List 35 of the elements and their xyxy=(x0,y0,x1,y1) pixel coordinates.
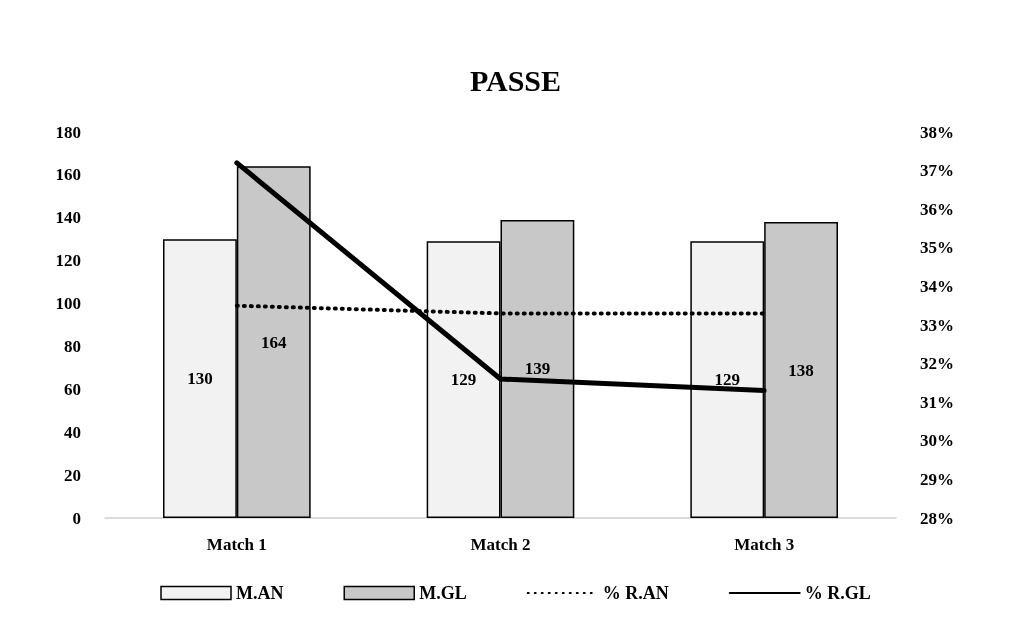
data-label: 129 xyxy=(714,370,740,390)
y-tick-label: 60 xyxy=(64,379,81,399)
y-tick-label: 20 xyxy=(64,465,81,485)
x-tick-label: Match 1 xyxy=(206,535,267,554)
legend-label: % R.GL xyxy=(804,583,871,603)
data-label: 139 xyxy=(524,359,551,379)
data-label: 130 xyxy=(187,369,213,389)
y-tick-label: 100 xyxy=(55,294,81,314)
y2-tick-label: 32% xyxy=(920,354,954,374)
y2-tick-label: 36% xyxy=(920,199,954,219)
y-tick-label: 140 xyxy=(55,208,81,228)
y2-tick-label: 31% xyxy=(920,392,954,412)
y2-tick-label: 34% xyxy=(920,276,954,296)
legend-label: M.AN xyxy=(236,583,284,603)
x-tick-label: Match 3 xyxy=(734,535,795,554)
data-label: 129 xyxy=(450,370,477,390)
y2-tick-label: 29% xyxy=(920,469,954,489)
y2-tick-label: 28% xyxy=(920,508,954,528)
chart-title: PASSE xyxy=(469,63,562,97)
legend-label: M.GL xyxy=(419,583,467,603)
y-tick-label: 40 xyxy=(64,422,81,442)
y-tick-label: 0 xyxy=(72,508,81,528)
y-tick-label: 160 xyxy=(55,165,81,185)
y2-tick-label: 38% xyxy=(920,122,954,142)
y2-tick-label: 30% xyxy=(920,431,954,451)
y-tick-label: 180 xyxy=(55,122,81,142)
legend-label: % R.AN xyxy=(602,583,669,603)
y-tick-label: 80 xyxy=(64,336,81,356)
y2-tick-label: 33% xyxy=(920,315,954,335)
y2-tick-label: 37% xyxy=(920,161,954,181)
data-label: 138 xyxy=(788,360,814,380)
data-label: 164 xyxy=(261,332,287,352)
x-tick-label: Match 2 xyxy=(470,535,531,554)
y-tick-label: 120 xyxy=(55,251,81,271)
y2-tick-label: 35% xyxy=(920,238,954,258)
